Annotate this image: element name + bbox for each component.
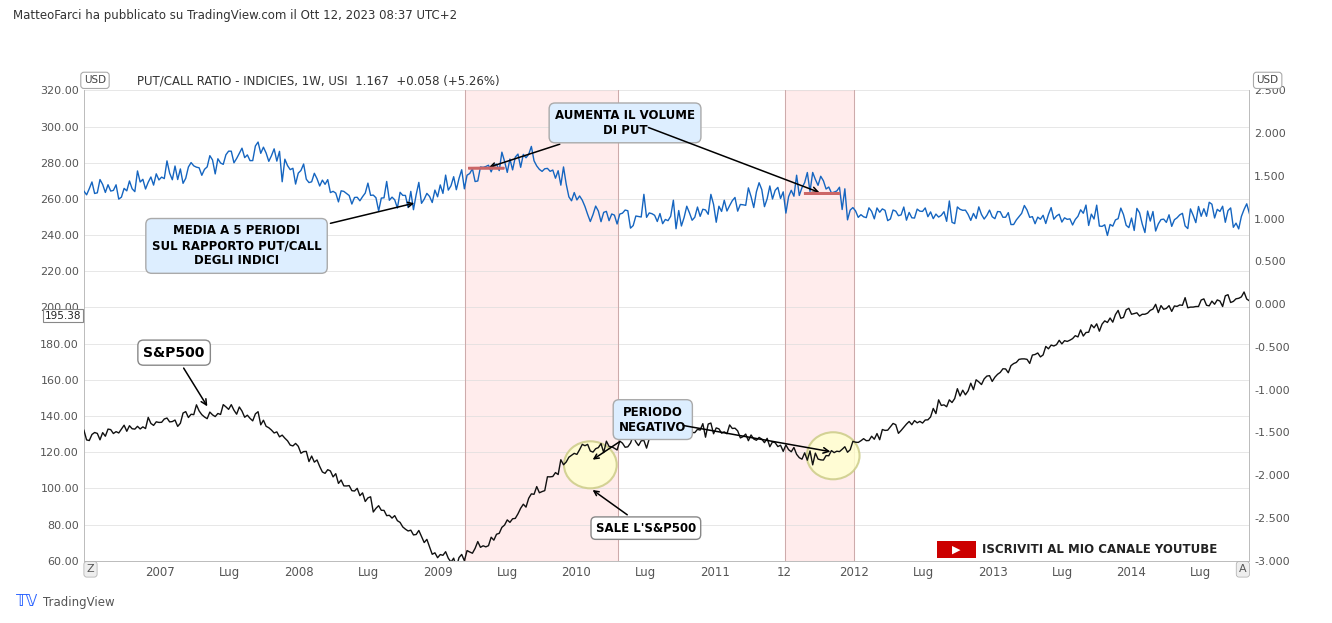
Text: S&P500: S&P500 bbox=[144, 346, 206, 405]
Text: Z: Z bbox=[87, 564, 95, 574]
Text: PERIODO
NEGATIVO: PERIODO NEGATIVO bbox=[594, 406, 686, 459]
Text: A: A bbox=[1239, 564, 1247, 574]
Text: USD: USD bbox=[84, 75, 107, 85]
Text: MatteoFarci ha pubblicato su TradingView.com il Ott 12, 2023 08:37 UTC+2: MatteoFarci ha pubblicato su TradingView… bbox=[13, 9, 457, 22]
Text: 195.38: 195.38 bbox=[45, 311, 81, 321]
Text: AUMENTA IL VOLUME
DI PUT: AUMENTA IL VOLUME DI PUT bbox=[490, 109, 695, 168]
Bar bbox=[465, 90, 618, 561]
Text: TradingView: TradingView bbox=[43, 596, 115, 609]
Text: PUT/CALL RATIO - INDICIES, 1W, USI  1.167  +0.058 (+5.26%): PUT/CALL RATIO - INDICIES, 1W, USI 1.167… bbox=[137, 74, 500, 87]
Text: ▶: ▶ bbox=[952, 545, 960, 554]
Text: MEDIA A 5 PERIODI
SUL RAPPORTO PUT/CALL
DEGLI INDICI: MEDIA A 5 PERIODI SUL RAPPORTO PUT/CALL … bbox=[152, 202, 413, 267]
Text: ISCRIVITI AL MIO CANALE YOUTUBE: ISCRIVITI AL MIO CANALE YOUTUBE bbox=[982, 543, 1217, 556]
Text: USD: USD bbox=[1256, 75, 1279, 85]
Ellipse shape bbox=[563, 441, 617, 488]
Text: 𝕋𝕍: 𝕋𝕍 bbox=[16, 594, 39, 609]
Bar bbox=[785, 90, 854, 561]
Ellipse shape bbox=[807, 432, 859, 479]
Bar bbox=[938, 541, 976, 558]
Text: SALE L'S&P500: SALE L'S&P500 bbox=[594, 491, 697, 535]
